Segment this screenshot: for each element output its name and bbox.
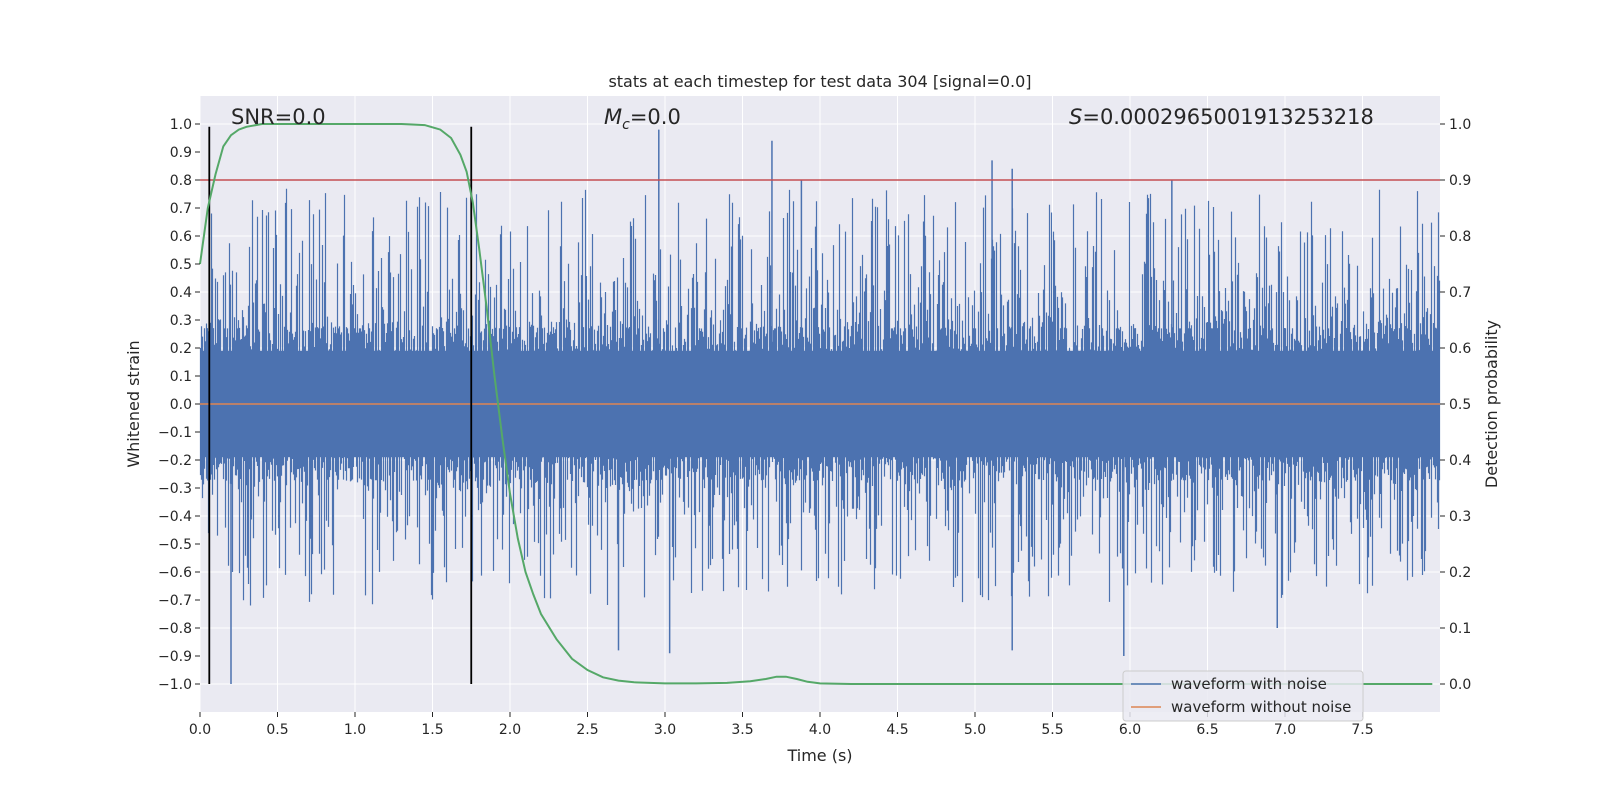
x-axis-label: Time (s) [786, 746, 852, 765]
y-left-tick-label-17: −0.7 [158, 593, 192, 609]
y-right-tick-label-3: 0.7 [1449, 285, 1471, 301]
y-left-tick-label-10: 0.0 [170, 397, 192, 413]
y-left-tick-label-3: 0.7 [170, 201, 192, 217]
y-right-tick-label-10: 0.0 [1449, 677, 1471, 693]
y-axis-left-label: Whitened strain [124, 340, 143, 467]
y-right-tick-label-2: 0.8 [1449, 229, 1471, 245]
y-right-tick-label-0: 1.0 [1449, 117, 1471, 133]
y-right-tick-label-4: 0.6 [1449, 341, 1471, 357]
x-tick-label-13: 6.5 [1196, 722, 1218, 738]
mc-value: =0.0 [630, 105, 681, 129]
x-tick-label-8: 4.0 [809, 722, 831, 738]
x-tick-label-3: 1.5 [421, 722, 443, 738]
y-left-tick-label-2: 0.8 [170, 173, 192, 189]
mc-symbol: M [604, 105, 622, 129]
legend-label-clean: waveform without noise [1171, 698, 1351, 716]
s-symbol: S [1069, 105, 1082, 129]
x-tick-label-6: 3.0 [654, 722, 676, 738]
s-annotation: S=0.0002965001913253218 [1069, 105, 1374, 129]
y-right-tick-label-9: 0.1 [1449, 621, 1471, 637]
detection-probability-line [199, 123, 1433, 685]
x-tick-label-5: 2.5 [576, 722, 598, 738]
y-left-tick-label-14: −0.4 [158, 509, 192, 525]
y-left-tick-label-18: −0.8 [158, 621, 192, 637]
y-right-tick-label-7: 0.3 [1449, 509, 1471, 525]
x-tick-label-10: 5.0 [964, 722, 986, 738]
mc-annotation: Mc=0.0 [604, 105, 681, 133]
snr-annotation: SNR=0.0 [231, 105, 326, 129]
y-left-tick-label-8: 0.2 [170, 341, 192, 357]
y-left-tick-label-12: −0.2 [158, 453, 192, 469]
y-left-tick-label-9: 0.1 [170, 369, 192, 385]
x-tick-label-0: 0.0 [189, 722, 211, 738]
legend: waveform with noise waveform without noi… [1122, 670, 1364, 722]
y-left-tick-label-13: −0.3 [158, 481, 192, 497]
y-left-tick-label-15: −0.5 [158, 537, 192, 553]
legend-label-noise: waveform with noise [1171, 675, 1327, 693]
overlay-layer [199, 123, 1440, 685]
right-axis: 1.0 0.9 0.8 0.7 0.6 0.5 0.4 0.3 0.2 0.1 0.0 [1440, 117, 1471, 693]
y-right-tick-label-8: 0.2 [1449, 565, 1471, 581]
y-left-tick-label-5: 0.5 [170, 257, 192, 273]
y-left-tick-label-0: 1.0 [170, 117, 192, 133]
y-left-tick-label-20: −1.0 [158, 677, 192, 693]
x-tick-label-1: 0.5 [266, 722, 288, 738]
y-left-tick-label-11: −0.1 [158, 425, 192, 441]
left-axis: 1.0 0.9 0.8 0.7 0.6 0.5 0.4 0.3 0.2 0.1 0.0 −0.1 −0.… [158, 117, 200, 693]
y-left-tick-label-6: 0.4 [170, 285, 192, 301]
y-axis-right-label: Detection probability [1482, 320, 1501, 488]
x-tick-label-11: 5.5 [1041, 722, 1063, 738]
y-left-tick-label-4: 0.6 [170, 229, 192, 245]
y-left-tick-label-16: −0.6 [158, 565, 192, 581]
x-tick-label-2: 1.0 [344, 722, 366, 738]
y-right-tick-label-6: 0.4 [1449, 453, 1471, 469]
x-tick-label-9: 4.5 [886, 722, 908, 738]
legend-box [1122, 670, 1364, 722]
mc-subscript: c [622, 117, 630, 133]
x-tick-label-7: 3.5 [731, 722, 753, 738]
x-tick-label-12: 6.0 [1119, 722, 1141, 738]
y-right-tick-label-5: 0.5 [1449, 397, 1471, 413]
x-tick-label-15: 7.5 [1351, 722, 1373, 738]
x-tick-label-14: 7.0 [1274, 722, 1296, 738]
y-right-tick-label-1: 0.9 [1449, 173, 1471, 189]
chart-title: stats at each timestep for test data 304… [608, 72, 1031, 91]
y-left-tick-label-7: 0.3 [170, 313, 192, 329]
y-left-tick-label-19: −0.9 [158, 649, 192, 665]
y-left-tick-label-1: 0.9 [170, 145, 192, 161]
x-tick-label-4: 2.0 [499, 722, 521, 738]
s-value: =0.0002965001913253218 [1082, 105, 1374, 129]
